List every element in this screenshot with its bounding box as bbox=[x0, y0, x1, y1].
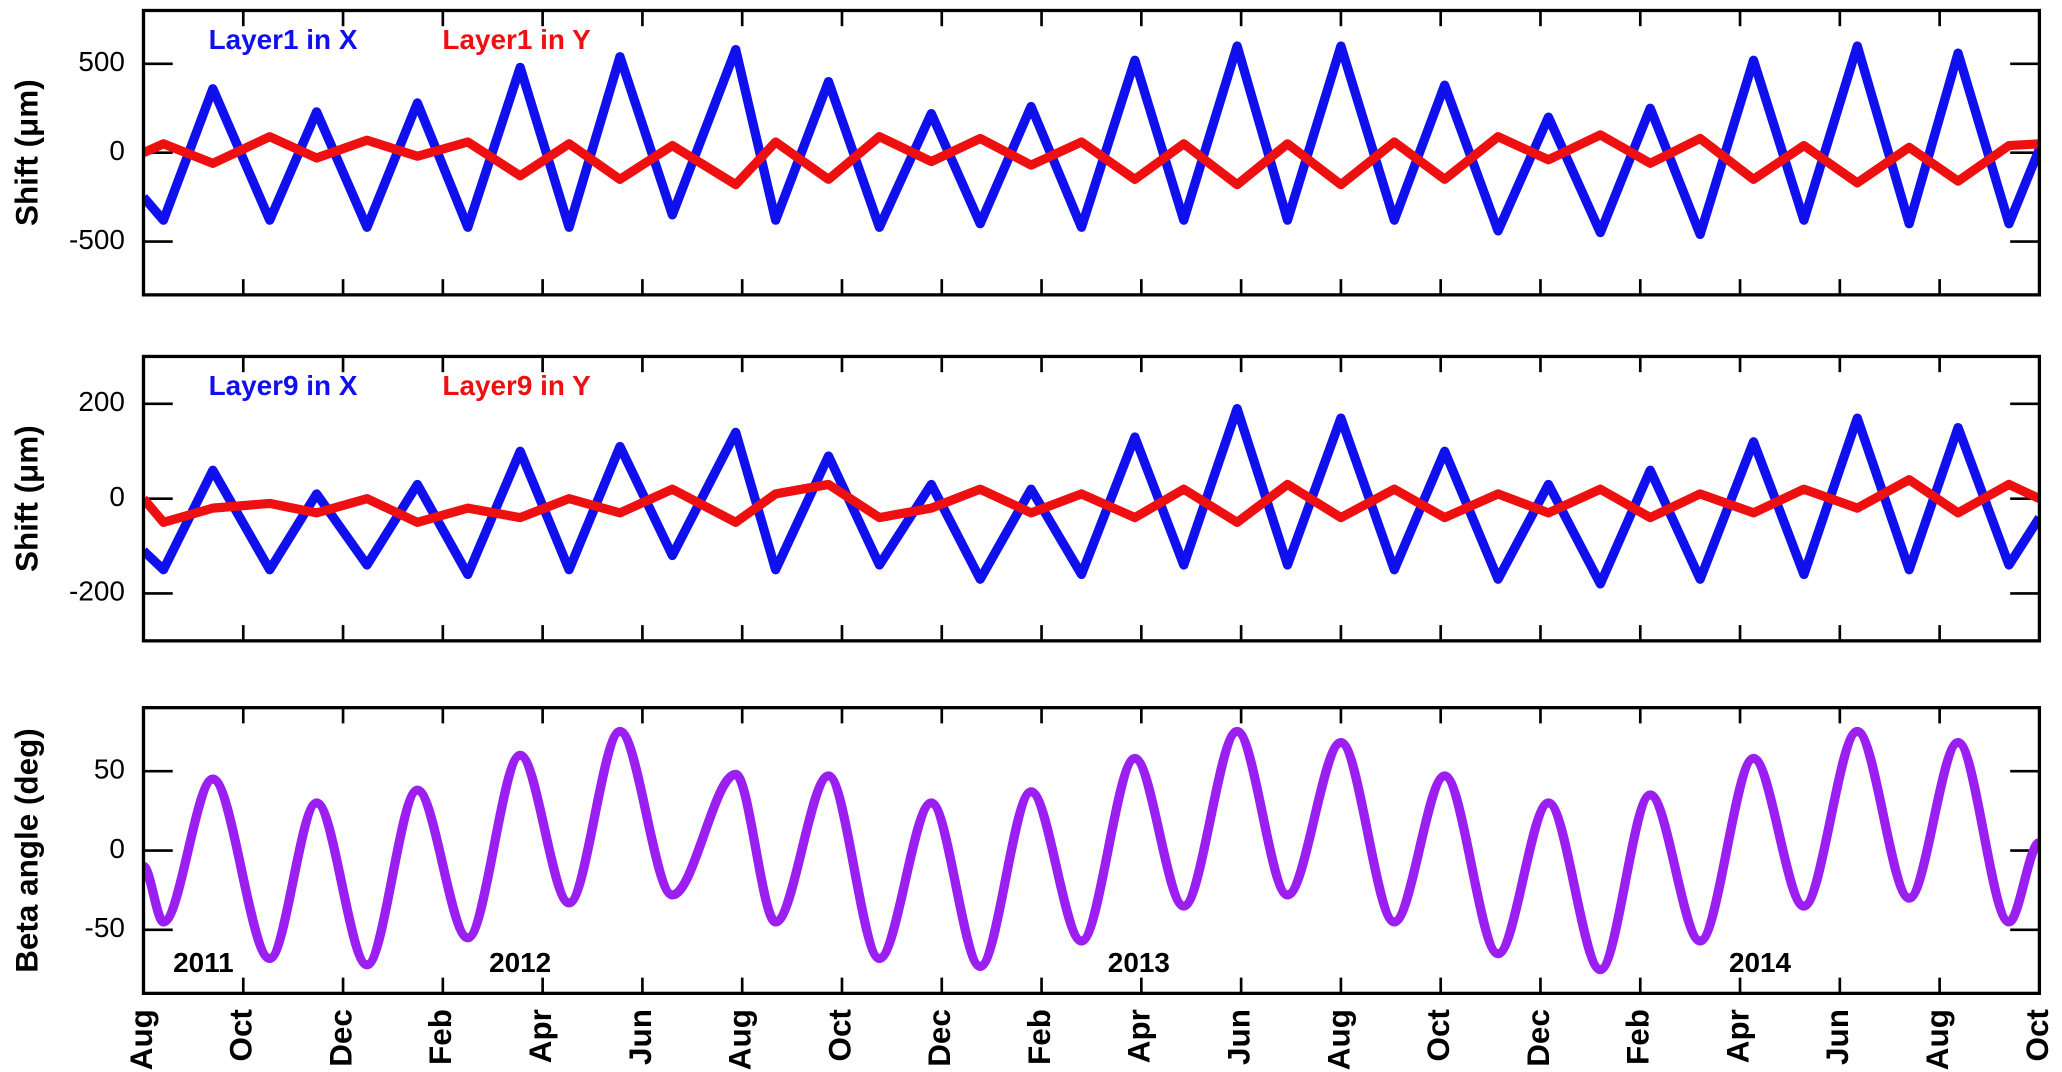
legend-entry: Layer1 in X bbox=[209, 24, 358, 55]
year-annotation: 2013 bbox=[1108, 947, 1170, 978]
x-tick-label: Jun bbox=[1819, 1009, 1855, 1065]
x-tick-label: Jun bbox=[622, 1009, 658, 1065]
y-tick-label: 50 bbox=[94, 754, 125, 785]
x-tick-label: Dec bbox=[322, 1009, 358, 1067]
x-tick-label: Feb bbox=[422, 1009, 458, 1065]
data-line bbox=[143, 130, 2040, 190]
x-tick-label: Dec bbox=[921, 1009, 957, 1067]
axes-frame bbox=[141, 706, 2042, 995]
series-group bbox=[143, 726, 2040, 975]
x-tick-label: Aug bbox=[1320, 1009, 1356, 1070]
y-tick-label: -500 bbox=[69, 224, 125, 255]
x-tick-label: Oct bbox=[222, 1009, 258, 1062]
data-line bbox=[143, 41, 2040, 240]
series-group bbox=[143, 404, 2040, 589]
x-tick-label: Apr bbox=[1121, 1009, 1157, 1063]
y-tick-label: 0 bbox=[109, 833, 125, 864]
data-line bbox=[143, 726, 2040, 975]
y-axis-title: Shift (μm) bbox=[8, 79, 44, 226]
legend-entry: Layer1 in Y bbox=[442, 24, 591, 55]
x-tick-label: Aug bbox=[721, 1009, 757, 1070]
series-group bbox=[143, 41, 2040, 240]
x-tick-label: Apr bbox=[522, 1009, 558, 1063]
legend-entry: Layer9 in Y bbox=[442, 370, 591, 401]
x-tick-label: Feb bbox=[1021, 1009, 1057, 1065]
x-tick-label: Oct bbox=[2019, 1009, 2055, 1062]
x-tick-label: Oct bbox=[821, 1009, 857, 1062]
y-axis-title: Shift (μm) bbox=[8, 425, 44, 572]
year-annotation: 2011 bbox=[173, 947, 234, 978]
y-tick-label: 500 bbox=[78, 46, 125, 77]
y-tick-label: 0 bbox=[109, 481, 125, 512]
y-tick-label: -50 bbox=[85, 912, 125, 943]
y-axis-title: Beta angle (deg) bbox=[8, 728, 44, 973]
x-tick-label: Dec bbox=[1520, 1009, 1556, 1067]
year-annotation: 2012 bbox=[489, 947, 551, 978]
x-tick-label: Apr bbox=[1719, 1009, 1755, 1063]
axes-frame bbox=[141, 8, 2042, 297]
x-tick-label: Oct bbox=[1420, 1009, 1456, 1062]
x-tick-label: Jun bbox=[1220, 1009, 1256, 1065]
x-tick-label: Aug bbox=[123, 1009, 159, 1070]
y-tick-label: -200 bbox=[69, 576, 125, 607]
x-tick-label: Aug bbox=[1919, 1009, 1955, 1070]
y-tick-label: 200 bbox=[78, 386, 125, 417]
legend-entry: Layer9 in X bbox=[209, 370, 358, 401]
data-line bbox=[143, 475, 2040, 527]
y-tick-label: 0 bbox=[109, 135, 125, 166]
year-annotation: 2014 bbox=[1729, 947, 1792, 978]
x-tick-label: Feb bbox=[1619, 1009, 1655, 1065]
axes-frame bbox=[141, 354, 2042, 643]
